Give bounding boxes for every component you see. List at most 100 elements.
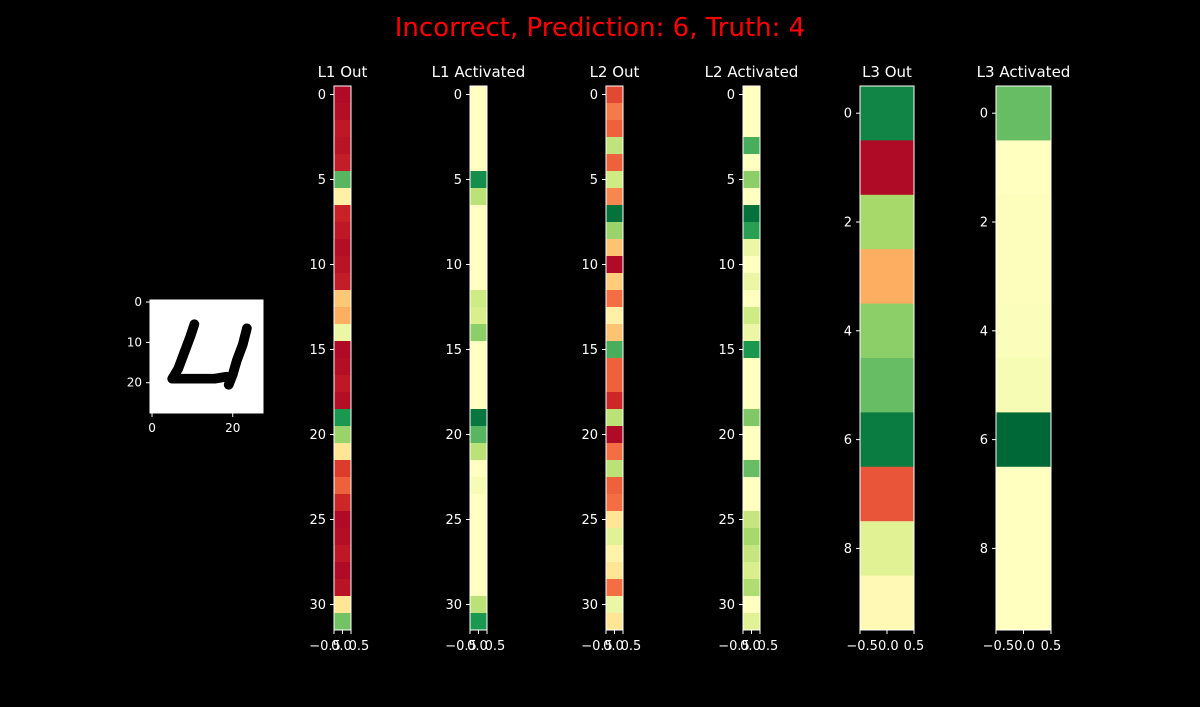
heatmap-cell xyxy=(334,103,351,121)
y-tick-label: 30 xyxy=(309,598,326,613)
heatmap-cell xyxy=(334,460,351,478)
heatmap-cell xyxy=(606,324,623,342)
heatmap-cell xyxy=(996,140,1051,196)
subplot-title: L1 Out xyxy=(318,63,368,81)
heatmap-cell xyxy=(470,239,487,257)
heatmap-cell xyxy=(334,375,351,393)
heatmap-cell xyxy=(470,613,487,631)
y-tick-label: 4 xyxy=(980,324,988,339)
heatmap-cell xyxy=(470,562,487,580)
heatmap-cell xyxy=(334,545,351,563)
y-tick-label: 8 xyxy=(844,542,852,557)
heatmap-cell xyxy=(334,579,351,597)
heatmap-cell xyxy=(470,103,487,121)
heatmap-cell xyxy=(606,256,623,274)
heatmap-cell xyxy=(334,596,351,614)
heatmap-cell xyxy=(743,222,760,240)
y-tick-label: 15 xyxy=(718,343,735,358)
heatmap-cell xyxy=(743,511,760,529)
x-tick-label: 20 xyxy=(225,421,240,435)
subplot-6: L3 Out 0 2 4 6 8 −0.50.0 0.5 xyxy=(844,63,925,654)
heatmap-cell xyxy=(860,412,914,468)
y-tick-label: 15 xyxy=(445,343,462,358)
subplot-5: L2 Activated 0 5 10 15 20 25 30 −0.50.00.5 xyxy=(705,63,799,654)
heatmap-cell xyxy=(743,409,760,427)
y-tick-label: 25 xyxy=(309,513,326,528)
heatmap-cell xyxy=(606,375,623,393)
heatmap-cell xyxy=(743,188,760,206)
heatmap-cell xyxy=(470,511,487,529)
heatmap-cell xyxy=(743,460,760,478)
heatmap-cell xyxy=(996,521,1051,576)
heatmap-cell xyxy=(606,579,623,597)
heatmap-cell xyxy=(743,375,760,393)
y-tick-label: 5 xyxy=(318,173,326,188)
heatmap-cell xyxy=(470,460,487,478)
subplot-title: L2 Out xyxy=(590,63,640,81)
heatmap-cell xyxy=(470,205,487,223)
y-tick-label: 30 xyxy=(445,598,462,613)
heatmap-cell xyxy=(606,154,623,172)
heatmap-cell xyxy=(334,392,351,410)
heatmap-cell xyxy=(996,466,1051,522)
heatmap-cell xyxy=(860,466,914,522)
x-tick-label: −0.5 xyxy=(309,639,341,654)
heatmap-cell xyxy=(606,409,623,427)
heatmap-cell xyxy=(470,579,487,597)
input-image-background xyxy=(150,300,263,413)
heatmap-cell xyxy=(606,290,623,308)
y-tick-label: 10 xyxy=(309,258,326,273)
heatmap-cell xyxy=(334,239,351,257)
subplot-title: L2 Activated xyxy=(705,63,799,81)
heatmap-cell xyxy=(743,579,760,597)
y-tick-label: 15 xyxy=(309,343,326,358)
heatmap-cell xyxy=(743,562,760,580)
x-tick-label: −0.5 xyxy=(445,639,477,654)
heatmap-cell xyxy=(860,521,914,576)
subplot-title: L3 Activated xyxy=(977,63,1071,81)
heatmap-cell xyxy=(996,575,1051,631)
y-tick-label: 30 xyxy=(718,598,735,613)
y-tick-label: 0 xyxy=(454,88,462,103)
heatmap-cell xyxy=(606,239,623,257)
y-tick-label: 2 xyxy=(844,216,852,231)
heatmap-cell xyxy=(860,358,914,413)
y-tick-label: 0 xyxy=(844,107,852,122)
heatmap-cell xyxy=(334,426,351,444)
subplot-1: 0 10 20 0 20 xyxy=(127,295,264,435)
heatmap-cell xyxy=(743,239,760,257)
heatmap-cell xyxy=(743,290,760,308)
heatmap-cell xyxy=(743,613,760,631)
heatmap-cell xyxy=(334,494,351,512)
heatmap-cell xyxy=(470,324,487,342)
heatmap-cell xyxy=(470,545,487,563)
x-tick-label: −0.50.0 xyxy=(983,639,1035,654)
heatmap-cell xyxy=(743,120,760,138)
y-tick-label: 10 xyxy=(127,335,142,349)
y-tick-label: 10 xyxy=(718,258,735,273)
heatmap-cell xyxy=(743,392,760,410)
heatmap-cell xyxy=(334,528,351,546)
heatmap-cell xyxy=(996,412,1051,468)
heatmap-cell xyxy=(606,120,623,138)
heatmap-cell xyxy=(743,596,760,614)
y-tick-label: 20 xyxy=(445,428,462,443)
heatmap-cell xyxy=(743,443,760,461)
heatmap-cell xyxy=(860,575,914,631)
heatmap-cell xyxy=(606,528,623,546)
heatmap-cell xyxy=(470,358,487,376)
heatmap-cell xyxy=(606,613,623,631)
heatmap-cell xyxy=(470,154,487,172)
heatmap-cell xyxy=(470,120,487,138)
y-tick-label: 0 xyxy=(980,107,988,122)
heatmap-cell xyxy=(743,205,760,223)
heatmap-cell xyxy=(743,256,760,274)
x-tick-label: 0.5 xyxy=(621,639,642,654)
heatmap-cell xyxy=(470,375,487,393)
heatmap-cell xyxy=(606,358,623,376)
x-tick-label: 0.5 xyxy=(758,639,779,654)
heatmap-cell xyxy=(743,426,760,444)
heatmap-cell xyxy=(743,494,760,512)
heatmap-cell xyxy=(606,86,623,104)
y-tick-label: 20 xyxy=(127,376,142,390)
